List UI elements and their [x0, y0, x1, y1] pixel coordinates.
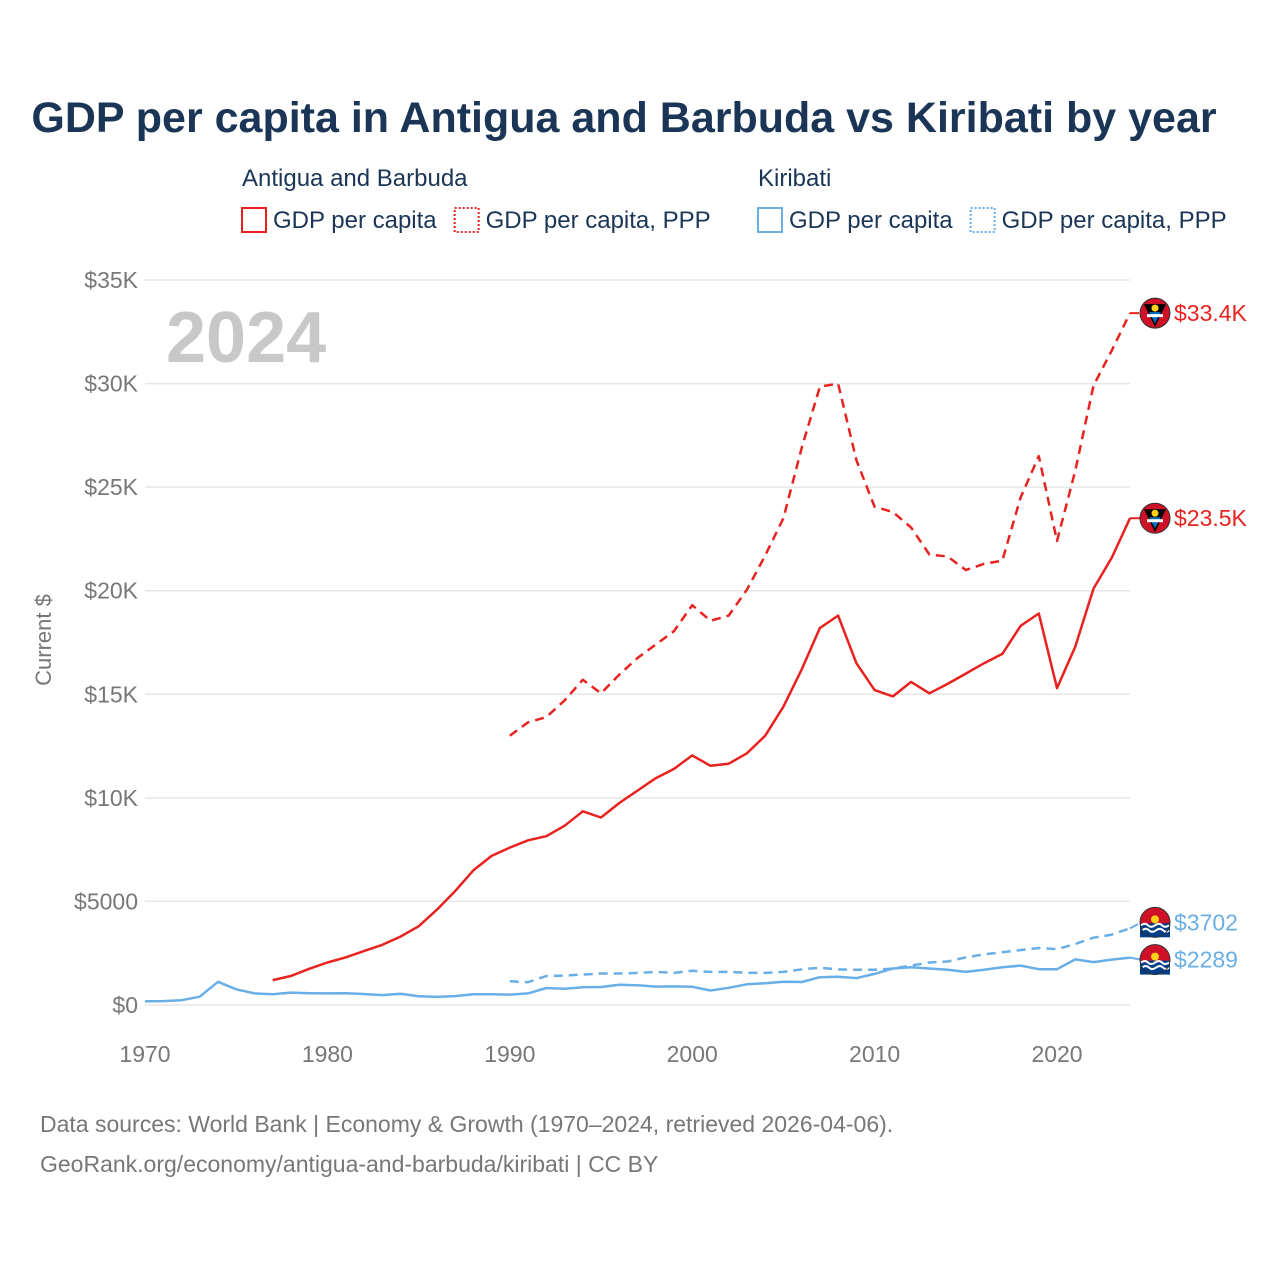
- x-tick-label: 1970: [119, 1041, 170, 1067]
- y-axis-label: Current $: [31, 594, 56, 686]
- chart-title: GDP per capita in Antigua and Barbuda vs…: [31, 94, 1216, 142]
- y-axis: $0 $5000 $10K $15K $20K $25K $30K $35K: [74, 267, 139, 1018]
- legend-swatch: [453, 207, 480, 233]
- y-tick-label: $5000: [74, 888, 138, 914]
- antigua-flag-icon: [1139, 297, 1171, 329]
- end-value-label: $3702: [1174, 909, 1238, 935]
- end-value-label: $2289: [1174, 947, 1238, 973]
- legend-swatch: [757, 207, 783, 233]
- footer-link[interactable]: GeoRank.org/economy/antigua-and-barbuda/…: [40, 1151, 658, 1177]
- legend-entry-label[interactable]: GDP per capita, PPP: [1002, 207, 1227, 234]
- legend-swatch: [969, 207, 996, 233]
- year-watermark: 2024: [166, 298, 326, 378]
- x-tick-label: 1980: [302, 1041, 353, 1067]
- end-value-label: $33.4K: [1174, 300, 1248, 326]
- y-tick-label: $30K: [84, 371, 138, 397]
- y-tick-label: $35K: [84, 267, 138, 293]
- legend-group-title: Kiribati: [758, 165, 831, 192]
- series-line: [272, 517, 1132, 982]
- x-tick-label: 2020: [1031, 1041, 1082, 1067]
- end-connector: [1129, 921, 1142, 930]
- series-line: [509, 312, 1132, 737]
- footer-sources: Data sources: World Bank | Economy & Gro…: [40, 1111, 893, 1137]
- legend-group-title: Antigua and Barbuda: [242, 165, 468, 192]
- y-tick-label: $15K: [84, 681, 138, 707]
- legend: Antigua and Barbuda GDP per capita GDP per…: [241, 165, 1227, 234]
- x-axis: 1970 1980 1990 2000 2010 2020: [119, 1041, 1082, 1067]
- kiribati-flag-icon: [1139, 906, 1171, 938]
- y-tick-label: $0: [112, 992, 138, 1018]
- x-tick-label: 2000: [667, 1041, 718, 1067]
- series-line: [509, 927, 1131, 984]
- y-tick-label: $10K: [84, 785, 138, 811]
- y-tick-label: $20K: [84, 578, 138, 604]
- x-tick-label: 1990: [484, 1041, 535, 1067]
- y-tick-label: $25K: [84, 474, 138, 500]
- series-group: [144, 312, 1132, 1003]
- legend-entry-label[interactable]: GDP per capita, PPP: [486, 207, 711, 234]
- legend-entry-label[interactable]: GDP per capita: [273, 207, 437, 234]
- legend-entry-label[interactable]: GDP per capita: [789, 207, 953, 234]
- legend-swatch: [241, 207, 267, 233]
- end-value-label: $23.5K: [1174, 505, 1248, 531]
- x-tick-label: 2010: [849, 1041, 900, 1067]
- series-line: [144, 956, 1131, 1003]
- antigua-flag-icon: [1139, 502, 1171, 534]
- grid: [145, 279, 1130, 1006]
- kiribati-flag-icon: [1139, 944, 1171, 976]
- end-connector: [1129, 956, 1142, 961]
- end-labels: $23.5K $33.4K $2289 $3702: [1129, 297, 1248, 976]
